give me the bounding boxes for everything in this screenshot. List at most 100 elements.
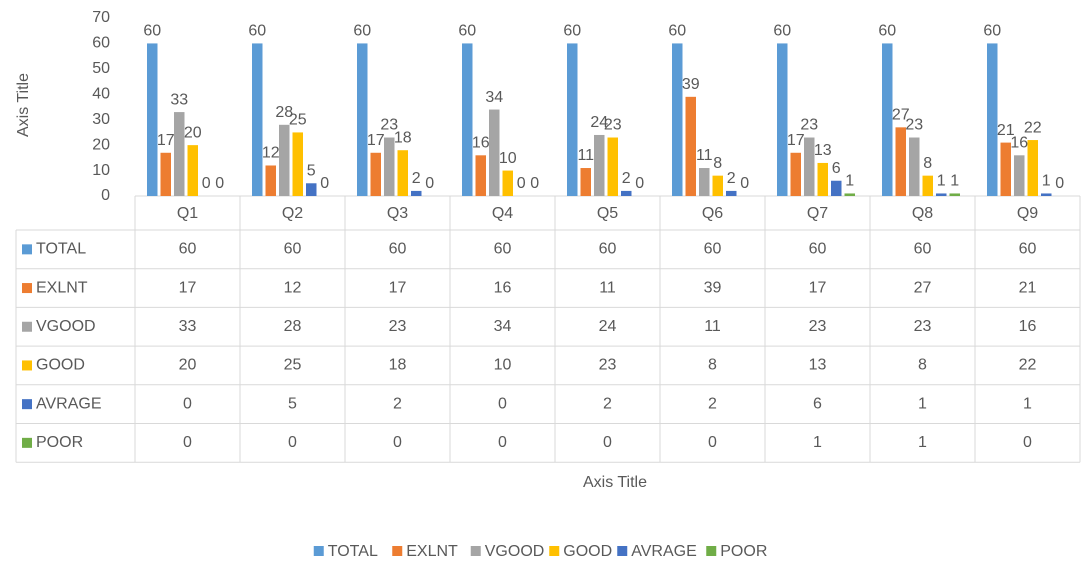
x-tick-label: Q8 xyxy=(912,205,933,222)
bar xyxy=(790,152,801,196)
bar xyxy=(292,132,303,196)
data-label: 28 xyxy=(275,104,293,121)
data-label: 34 xyxy=(485,89,503,106)
x-tick-label: Q3 xyxy=(387,205,408,222)
data-label: 25 xyxy=(289,112,307,129)
data-label: 5 xyxy=(307,163,316,180)
table-cell: 2 xyxy=(393,395,402,412)
table-row-label: AVRAGE xyxy=(36,395,102,412)
table-cell: 23 xyxy=(914,318,932,335)
data-label: 21 xyxy=(997,122,1015,139)
legend-label: AVRAGE xyxy=(631,543,697,560)
table-cell: 20 xyxy=(179,357,197,374)
x-tick-label: Q5 xyxy=(597,205,618,222)
bar xyxy=(987,43,998,196)
y-tick-label: 50 xyxy=(92,60,110,77)
table-cell: 2 xyxy=(603,395,612,412)
data-label: 60 xyxy=(458,23,476,40)
bar xyxy=(594,134,605,196)
table-cell: 0 xyxy=(183,434,192,451)
table-cell: 39 xyxy=(704,279,722,296)
table-cell: 12 xyxy=(284,279,302,296)
bar xyxy=(712,175,723,196)
data-label: 10 xyxy=(499,150,517,167)
table-cell: 1 xyxy=(1023,395,1032,412)
table-cell: 60 xyxy=(809,241,827,258)
data-label: 33 xyxy=(170,91,188,108)
bar xyxy=(936,193,947,196)
table-cell: 60 xyxy=(284,241,302,258)
table-cell: 23 xyxy=(599,357,617,374)
data-label: 2 xyxy=(412,170,421,187)
table-cell: 34 xyxy=(494,318,512,335)
bar xyxy=(895,127,906,196)
data-label: 12 xyxy=(262,145,280,162)
bar xyxy=(265,165,276,196)
bar xyxy=(174,112,185,196)
data-label: 60 xyxy=(668,23,686,40)
data-label: 11 xyxy=(577,147,594,164)
data-label: 60 xyxy=(983,23,1001,40)
bar xyxy=(411,190,422,196)
table-cell: 16 xyxy=(1019,318,1037,335)
table-cell: 0 xyxy=(1023,434,1032,451)
data-label: 18 xyxy=(394,129,412,146)
table-cell: 2 xyxy=(708,395,717,412)
table-legend-key xyxy=(22,321,32,332)
table-cell: 17 xyxy=(179,279,197,296)
data-label: 17 xyxy=(787,132,805,149)
data-label: 60 xyxy=(878,23,896,40)
bar xyxy=(1027,140,1038,196)
bar xyxy=(949,193,960,196)
bar xyxy=(685,96,696,196)
table-row-label: GOOD xyxy=(36,357,85,374)
table-cell: 11 xyxy=(599,279,616,296)
bar xyxy=(804,137,815,196)
bar xyxy=(777,43,788,196)
data-label: 22 xyxy=(1024,119,1042,136)
bar xyxy=(502,170,513,196)
legend-key xyxy=(470,546,481,556)
data-label: 60 xyxy=(353,23,371,40)
y-tick-label: 40 xyxy=(92,86,110,103)
bar xyxy=(1041,193,1052,196)
data-label: 8 xyxy=(923,155,932,172)
x-tick-label: Q4 xyxy=(492,205,513,222)
table-cell: 60 xyxy=(599,241,617,258)
bar xyxy=(1014,155,1025,196)
bar xyxy=(726,190,737,196)
x-tick-label: Q7 xyxy=(807,205,828,222)
bar xyxy=(844,193,855,196)
legend-label: VGOOD xyxy=(485,543,545,560)
data-label: 39 xyxy=(682,76,700,93)
data-label: 27 xyxy=(892,107,910,124)
table-cell: 8 xyxy=(708,357,717,374)
bar xyxy=(397,150,408,196)
x-tick-label: Q6 xyxy=(702,205,723,222)
bar xyxy=(279,124,290,196)
bar xyxy=(567,43,578,196)
bar xyxy=(909,137,920,196)
table-cell: 24 xyxy=(599,318,617,335)
bar xyxy=(1000,142,1011,196)
legend-label: POOR xyxy=(720,543,767,560)
table-cell: 0 xyxy=(708,434,717,451)
data-label: 20 xyxy=(184,124,202,141)
data-label: 13 xyxy=(814,142,832,159)
table-cell: 60 xyxy=(1019,241,1037,258)
data-label: 8 xyxy=(713,155,722,172)
data-label: 23 xyxy=(800,117,818,134)
data-label: 11 xyxy=(696,147,713,164)
bar xyxy=(252,43,263,196)
bar xyxy=(922,175,933,196)
data-label: 16 xyxy=(472,135,490,152)
table-legend-key xyxy=(22,399,32,410)
data-label: 23 xyxy=(380,117,398,134)
table-cell: 13 xyxy=(809,357,827,374)
data-label: 6 xyxy=(832,160,841,177)
data-label: 2 xyxy=(622,170,631,187)
table-legend-key xyxy=(22,244,32,255)
y-tick-label: 10 xyxy=(92,162,110,179)
x-tick-label: Q1 xyxy=(177,205,198,222)
data-label: 1 xyxy=(937,173,946,190)
